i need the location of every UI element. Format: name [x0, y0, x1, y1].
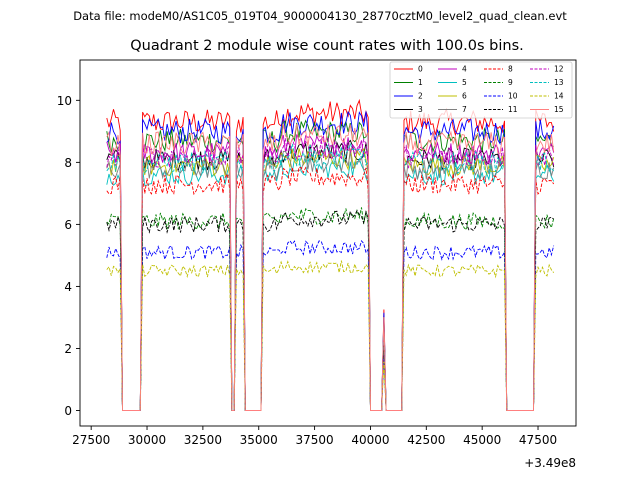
y-tick-label: 8 — [64, 156, 72, 170]
legend-label-11: 11 — [508, 105, 518, 114]
x-tick-label: 35000 — [240, 433, 278, 447]
chart-title: Quadrant 2 module wise count rates with … — [130, 38, 524, 54]
x-tick-label: 40000 — [351, 433, 389, 447]
x-tick-label: 47500 — [519, 433, 557, 447]
x-tick-label: 42500 — [407, 433, 445, 447]
series-line-15 — [106, 123, 555, 411]
legend-label-7: 7 — [462, 105, 467, 114]
legend-label-15: 15 — [554, 105, 564, 114]
x-tick-label: 27500 — [72, 433, 110, 447]
axes: 27500 30000 32500 35000 37500 40000 42500 45000… — [57, 59, 577, 447]
series-line-5 — [106, 157, 555, 411]
legend-label-2: 2 — [418, 92, 423, 101]
series-line-8 — [106, 166, 555, 411]
legend-label-3: 3 — [418, 105, 423, 114]
y-tick-label: 6 — [64, 218, 72, 232]
axes-frame — [79, 59, 577, 427]
y-tick-label: 2 — [64, 342, 72, 356]
header-text: Data file: modeM0/AS1C05_019T04_90000041… — [73, 9, 567, 23]
legend-box — [389, 61, 573, 119]
series-line-11 — [106, 209, 554, 411]
series-line-4 — [106, 134, 555, 411]
y-tick-label: 4 — [64, 280, 72, 294]
series-line-0 — [106, 98, 555, 411]
y-tick-label: 10 — [57, 94, 72, 108]
series-line-10 — [106, 239, 555, 411]
x-tick-label: 32500 — [184, 433, 222, 447]
x-offset-label: +3.49e8 — [524, 456, 576, 470]
series-line-6 — [106, 148, 555, 411]
series-line-7 — [106, 150, 555, 411]
x-tick-label: 45000 — [463, 433, 501, 447]
series-line-2 — [106, 110, 555, 411]
y-tick-label: 0 — [64, 404, 72, 418]
legend-label-5: 5 — [462, 78, 467, 87]
plot-area — [106, 98, 555, 411]
x-tick-label: 30000 — [128, 433, 166, 447]
legend-label-8: 8 — [508, 65, 513, 74]
legend-label-9: 9 — [508, 78, 513, 87]
legend-label-1: 1 — [418, 78, 423, 87]
legend-label-0: 0 — [418, 65, 423, 74]
legend-label-10: 10 — [508, 92, 518, 101]
series-line-13 — [106, 142, 555, 411]
legend-label-6: 6 — [462, 92, 467, 101]
legend-label-13: 13 — [554, 78, 564, 87]
legend-label-4: 4 — [462, 65, 467, 74]
x-tick-label: 37500 — [296, 433, 334, 447]
legend-label-14: 14 — [554, 92, 564, 101]
legend-label-12: 12 — [554, 65, 564, 74]
series-line-9 — [106, 207, 555, 411]
series-line-14 — [106, 260, 555, 411]
series-line-12 — [106, 136, 555, 411]
